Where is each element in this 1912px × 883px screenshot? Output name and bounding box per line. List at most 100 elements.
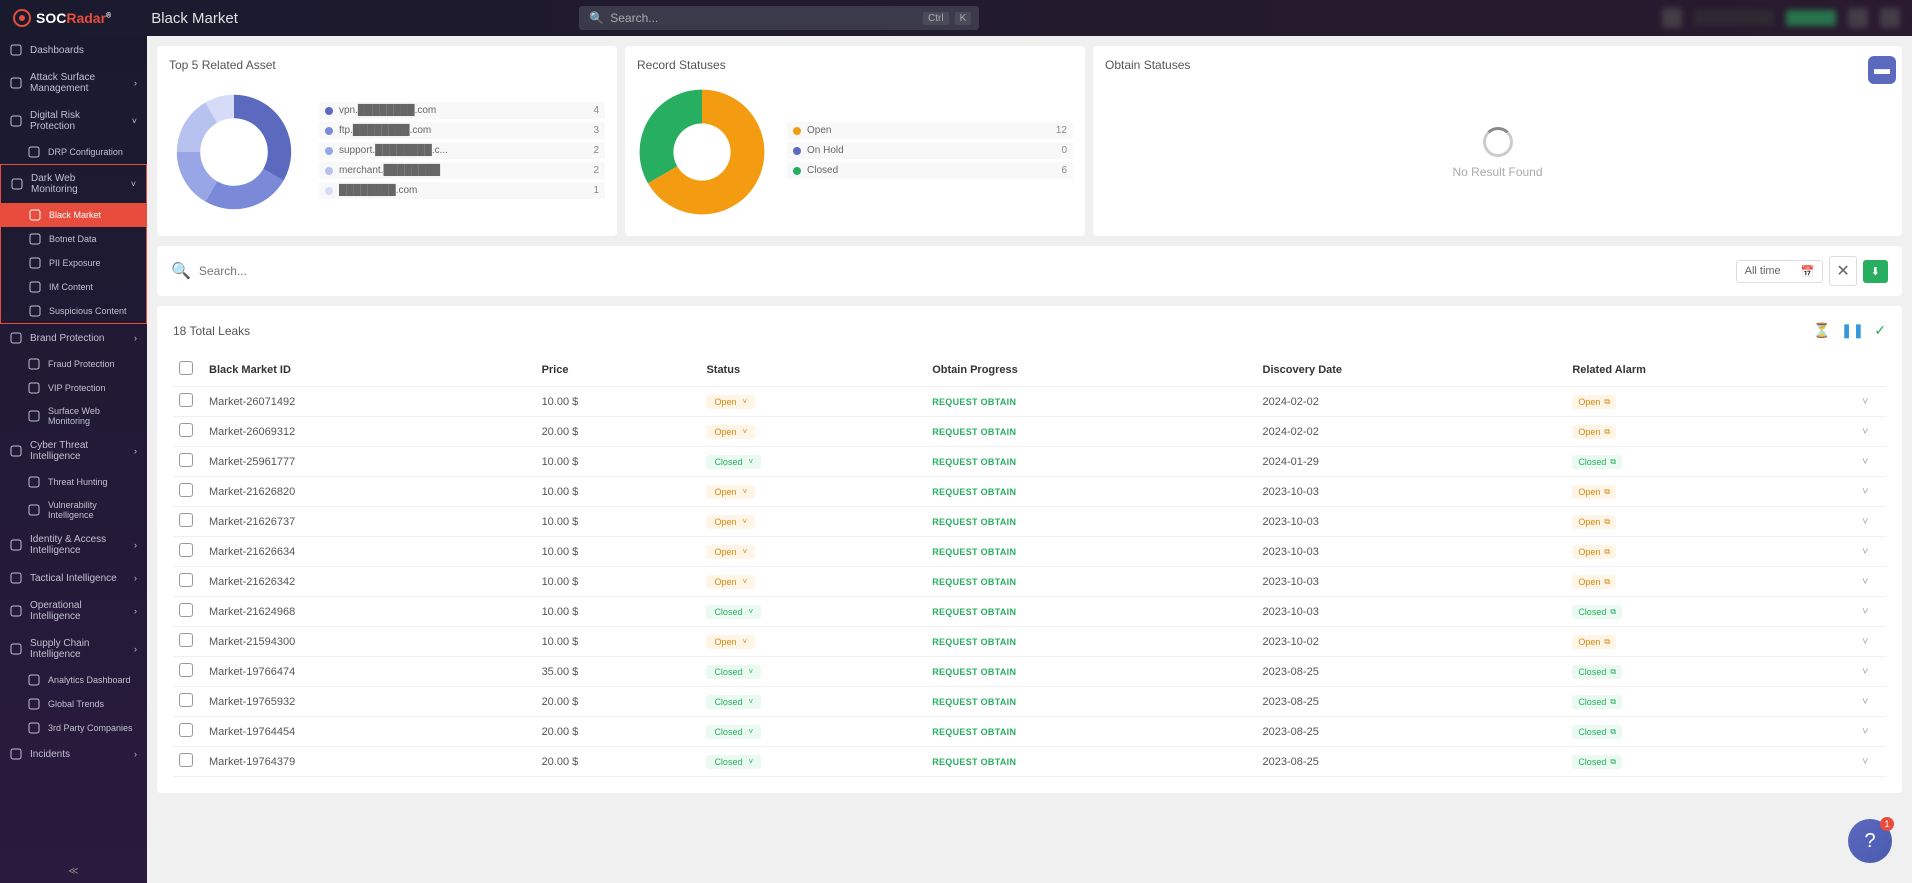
- status-badge[interactable]: Open˅: [706, 485, 755, 499]
- date-range-select[interactable]: All time 📅: [1736, 260, 1824, 283]
- sidebar-item-analytics-dashboard[interactable]: Analytics Dashboard: [0, 668, 147, 692]
- request-obtain-link[interactable]: REQUEST OBTAIN: [932, 757, 1016, 767]
- sidebar-item-cyber-threat-intelligence[interactable]: Cyber Threat Intelligence›: [0, 432, 147, 470]
- sidebar-item-surface-web-monitoring[interactable]: Surface Web Monitoring: [0, 400, 147, 432]
- user-avatar[interactable]: [1662, 8, 1682, 28]
- sidebar-item-dashboards[interactable]: Dashboards: [0, 36, 147, 64]
- sidebar-item-global-trends[interactable]: Global Trends: [0, 692, 147, 716]
- sidebar-item-incidents[interactable]: Incidents›: [0, 740, 147, 768]
- row-checkbox[interactable]: [179, 753, 193, 767]
- sidebar-item-vulnerability-intelligence[interactable]: Vulnerability Intelligence: [0, 494, 147, 526]
- expand-row-button[interactable]: ˅: [1862, 606, 1868, 618]
- expand-row-button[interactable]: ˅: [1862, 546, 1868, 558]
- expand-row-button[interactable]: ˅: [1862, 756, 1868, 768]
- sidebar-item-botnet-data[interactable]: Botnet Data: [1, 227, 146, 251]
- column-header[interactable]: Obtain Progress: [926, 353, 1256, 387]
- export-button[interactable]: ⬇: [1863, 260, 1888, 283]
- row-checkbox[interactable]: [179, 603, 193, 617]
- expand-row-button[interactable]: ˅: [1862, 726, 1868, 738]
- row-checkbox[interactable]: [179, 513, 193, 527]
- column-header[interactable]: Status: [700, 353, 926, 387]
- column-header[interactable]: Related Alarm: [1566, 353, 1856, 387]
- column-header[interactable]: Black Market ID: [203, 353, 536, 387]
- sidebar-item-tactical-intelligence[interactable]: Tactical Intelligence›: [0, 564, 147, 592]
- expand-row-button[interactable]: ˅: [1862, 516, 1868, 528]
- sidebar-item-vip-protection[interactable]: VIP Protection: [0, 376, 147, 400]
- expand-row-button[interactable]: ˅: [1862, 696, 1868, 708]
- row-checkbox[interactable]: [179, 483, 193, 497]
- clear-button[interactable]: ✕: [1829, 256, 1856, 286]
- status-badge[interactable]: Open˅: [706, 575, 755, 589]
- request-obtain-link[interactable]: REQUEST OBTAIN: [932, 697, 1016, 707]
- expand-row-button[interactable]: ˅: [1862, 666, 1868, 678]
- status-badge[interactable]: Closed˅: [706, 665, 761, 679]
- request-obtain-link[interactable]: REQUEST OBTAIN: [932, 487, 1016, 497]
- request-obtain-link[interactable]: REQUEST OBTAIN: [932, 397, 1016, 407]
- sidebar-item-operational-intelligence[interactable]: Operational Intelligence›: [0, 592, 147, 630]
- alarm-badge[interactable]: Closed⧉: [1572, 455, 1622, 469]
- request-obtain-link[interactable]: REQUEST OBTAIN: [932, 427, 1016, 437]
- table-search-input[interactable]: [199, 264, 1736, 278]
- row-checkbox[interactable]: [179, 663, 193, 677]
- sidebar-item-black-market[interactable]: Black Market: [1, 203, 146, 227]
- sidebar-item-digital-risk-protection[interactable]: Digital Risk Protection˅: [0, 102, 147, 140]
- sidebar-item-brand-protection[interactable]: Brand Protection›: [0, 324, 147, 352]
- sidebar-item-fraud-protection[interactable]: Fraud Protection: [0, 352, 147, 376]
- alarm-badge[interactable]: Open⧉: [1572, 635, 1616, 649]
- request-obtain-link[interactable]: REQUEST OBTAIN: [932, 457, 1016, 467]
- row-checkbox[interactable]: [179, 633, 193, 647]
- status-badge[interactable]: Closed˅: [706, 755, 761, 769]
- status-badge[interactable]: Open˅: [706, 545, 755, 559]
- sidebar-item-drp-configuration[interactable]: DRP Configuration: [0, 140, 147, 164]
- sidebar-item-pii-exposure[interactable]: PII Exposure: [1, 251, 146, 275]
- alarm-badge[interactable]: Open⧉: [1572, 545, 1616, 559]
- alarm-badge[interactable]: Closed⧉: [1572, 695, 1622, 709]
- status-badge[interactable]: Closed˅: [706, 605, 761, 619]
- row-checkbox[interactable]: [179, 573, 193, 587]
- notification-icon[interactable]: [1848, 8, 1868, 28]
- sidebar-item-suspicious-content[interactable]: Suspicious Content: [1, 299, 146, 323]
- request-obtain-link[interactable]: REQUEST OBTAIN: [932, 667, 1016, 677]
- alarm-badge[interactable]: Closed⧉: [1572, 605, 1622, 619]
- column-header[interactable]: Discovery Date: [1257, 353, 1567, 387]
- request-obtain-link[interactable]: REQUEST OBTAIN: [932, 577, 1016, 587]
- expand-row-button[interactable]: ˅: [1862, 426, 1868, 438]
- status-badge[interactable]: Open˅: [706, 425, 755, 439]
- sidebar-item-im-content[interactable]: IM Content: [1, 275, 146, 299]
- alarm-badge[interactable]: Open⧉: [1572, 515, 1616, 529]
- pause-icon[interactable]: ❚❚: [1841, 322, 1864, 339]
- floating-panel-button[interactable]: ▬: [1868, 56, 1896, 84]
- row-checkbox[interactable]: [179, 543, 193, 557]
- alarm-badge[interactable]: Closed⧉: [1572, 725, 1622, 739]
- request-obtain-link[interactable]: REQUEST OBTAIN: [932, 607, 1016, 617]
- expand-row-button[interactable]: ˅: [1862, 396, 1868, 408]
- column-header[interactable]: Price: [536, 353, 701, 387]
- select-all-checkbox[interactable]: [179, 361, 193, 375]
- request-obtain-link[interactable]: REQUEST OBTAIN: [932, 637, 1016, 647]
- request-obtain-link[interactable]: REQUEST OBTAIN: [932, 547, 1016, 557]
- status-badge[interactable]: Open˅: [706, 395, 755, 409]
- status-badge[interactable]: Open˅: [706, 515, 755, 529]
- help-button[interactable]: ? 1: [1848, 819, 1892, 863]
- sidebar-item-supply-chain-intelligence[interactable]: Supply Chain Intelligence›: [0, 630, 147, 668]
- check-icon[interactable]: ✓: [1874, 322, 1886, 339]
- row-checkbox[interactable]: [179, 693, 193, 707]
- row-checkbox[interactable]: [179, 723, 193, 737]
- hourglass-icon[interactable]: ⏳: [1813, 322, 1830, 339]
- sidebar-item-threat-hunting[interactable]: Threat Hunting: [0, 470, 147, 494]
- row-checkbox[interactable]: [179, 423, 193, 437]
- expand-row-button[interactable]: ˅: [1862, 456, 1868, 468]
- request-obtain-link[interactable]: REQUEST OBTAIN: [932, 517, 1016, 527]
- status-badge[interactable]: Closed˅: [706, 725, 761, 739]
- status-badge[interactable]: Closed˅: [706, 695, 761, 709]
- settings-icon[interactable]: [1880, 8, 1900, 28]
- status-badge[interactable]: Open˅: [706, 635, 755, 649]
- sidebar-item-attack-surface-management[interactable]: Attack Surface Management›: [0, 64, 147, 102]
- row-checkbox[interactable]: [179, 393, 193, 407]
- sidebar-item-identity-&-access-intelligence[interactable]: Identity & Access Intelligence›: [0, 526, 147, 564]
- row-checkbox[interactable]: [179, 453, 193, 467]
- sidebar-collapse[interactable]: ≪: [0, 860, 147, 883]
- alarm-badge[interactable]: Open⧉: [1572, 395, 1616, 409]
- expand-row-button[interactable]: ˅: [1862, 576, 1868, 588]
- logo[interactable]: SOCRadar®: [12, 8, 111, 28]
